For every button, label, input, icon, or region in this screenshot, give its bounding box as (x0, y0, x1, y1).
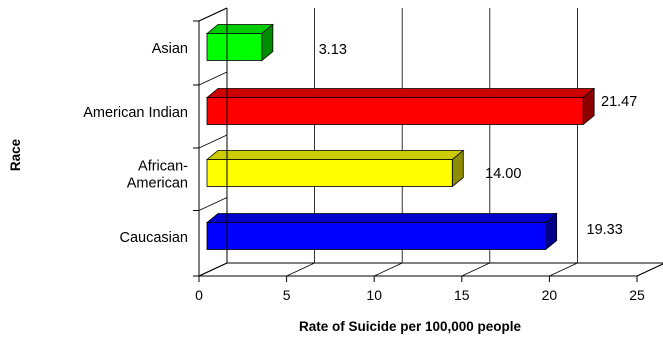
bar-top-face (205, 88, 596, 98)
category-label-line: Caucasian (119, 230, 188, 246)
left-wall-division (198, 134, 228, 149)
bar (206, 33, 263, 61)
floor-gridline (286, 262, 315, 277)
bar (206, 159, 453, 187)
category-label-line: Asian (152, 41, 188, 57)
x-tick-label: 10 (366, 287, 382, 303)
x-tick-label: 15 (454, 287, 470, 303)
bar-value-label: 3.13 (319, 42, 347, 58)
floor-gridline (461, 262, 490, 277)
bar-top-face (205, 150, 465, 160)
floor-gridline (374, 262, 403, 277)
y-axis-title: Race (8, 138, 23, 171)
bar-value-label: 14.00 (485, 166, 521, 182)
labels: 0 5 10 15 20 25 3.13 Asian 21.47 American Indian 1… (83, 41, 645, 303)
left-wall-division (198, 7, 228, 22)
x-axis-title: Rate of Suicide per 100,000 people (299, 319, 522, 334)
category-label: American Indian (83, 105, 188, 121)
bars (205, 23, 596, 251)
category-label-line: American Indian (83, 105, 188, 121)
x-tick-label: 0 (195, 287, 203, 303)
left-wall-division (198, 71, 228, 86)
category-label: Caucasian (119, 230, 188, 246)
left-wall-division (198, 262, 228, 277)
category-label-line: African- (138, 159, 188, 175)
left-wall-division (198, 197, 228, 211)
x-tick-label: 5 (283, 287, 291, 303)
bar (206, 97, 584, 125)
category-label: African-American (127, 159, 188, 192)
category-label: Asian (152, 41, 188, 57)
axes (193, 7, 663, 282)
floor-gridline (549, 262, 578, 277)
x-tick-label: 25 (629, 287, 645, 303)
category-label-line: American (127, 176, 188, 192)
bar-value-label: 19.33 (587, 222, 623, 238)
bar (206, 222, 547, 250)
bar-value-label: 21.47 (601, 94, 637, 110)
floor-right-edge (636, 263, 663, 277)
bar-top-face (205, 213, 558, 223)
x-tick-label: 20 (542, 287, 558, 303)
